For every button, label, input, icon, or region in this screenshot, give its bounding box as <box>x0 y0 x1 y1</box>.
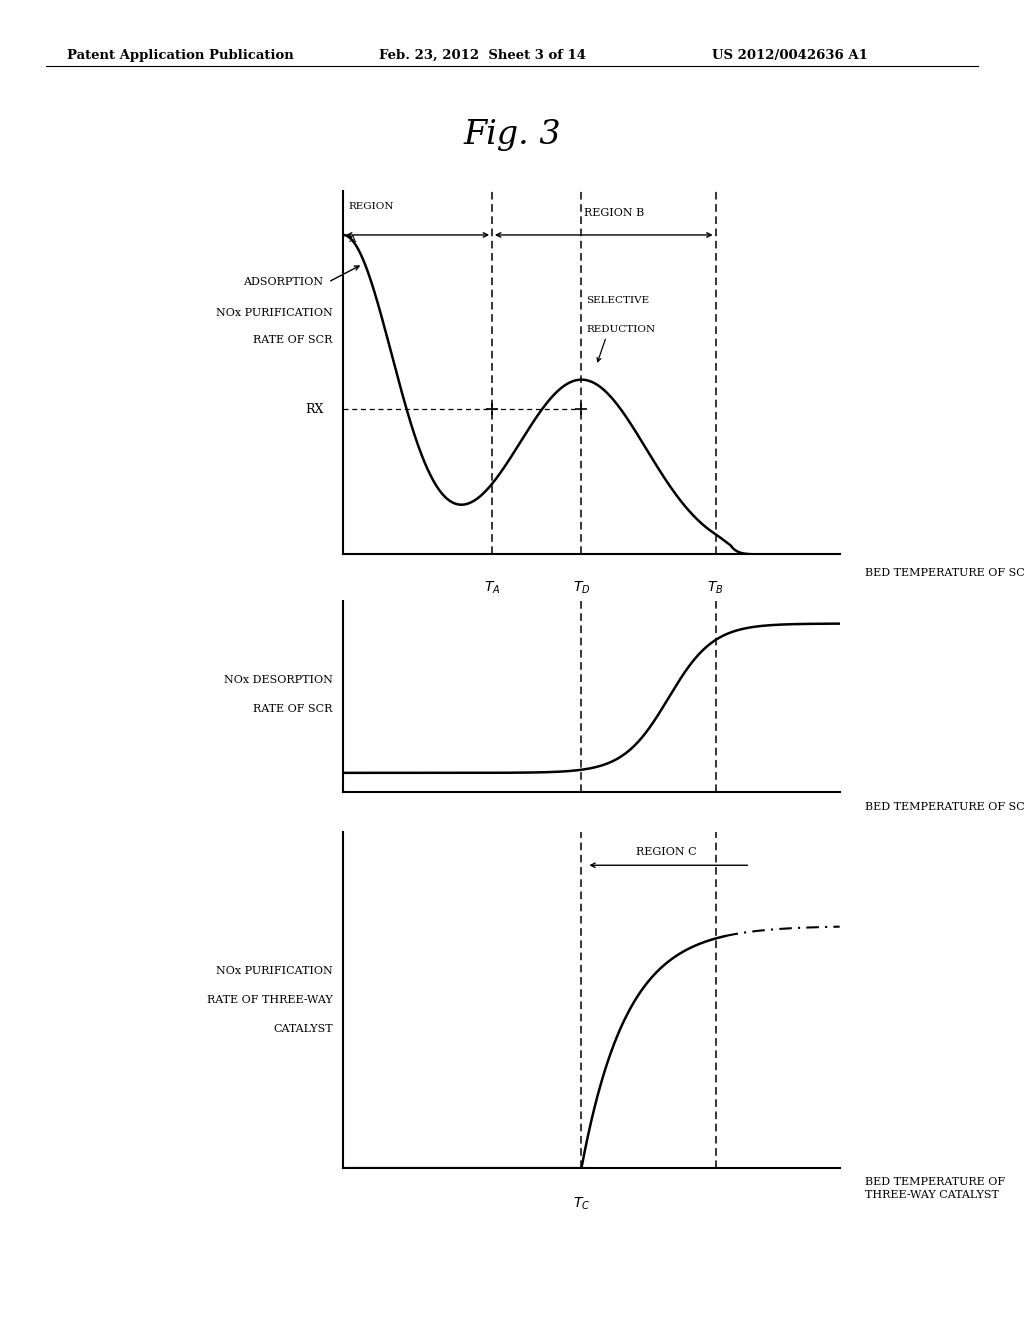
Text: RATE OF THREE-WAY: RATE OF THREE-WAY <box>207 995 333 1005</box>
Text: REGION C: REGION C <box>636 847 696 857</box>
Text: REGION: REGION <box>348 202 393 211</box>
Text: CATALYST: CATALYST <box>273 1024 333 1034</box>
Text: $T_D$: $T_D$ <box>572 579 590 597</box>
Text: REGION B: REGION B <box>584 209 644 218</box>
Text: BED TEMPERATURE OF
THREE-WAY CATALYST: BED TEMPERATURE OF THREE-WAY CATALYST <box>864 1177 1005 1200</box>
Text: RX: RX <box>305 403 324 416</box>
Text: SELECTIVE: SELECTIVE <box>587 296 649 305</box>
Text: NOx DESORPTION: NOx DESORPTION <box>224 676 333 685</box>
Text: RATE OF SCR: RATE OF SCR <box>253 705 333 714</box>
Text: NOx PURIFICATION: NOx PURIFICATION <box>216 966 333 975</box>
Text: A: A <box>348 235 355 244</box>
Text: Patent Application Publication: Patent Application Publication <box>67 49 293 62</box>
Text: BED TEMPERATURE OF SCR: BED TEMPERATURE OF SCR <box>864 568 1024 578</box>
Text: $T_A$: $T_A$ <box>483 579 501 597</box>
Text: BED TEMPERATURE OF SCR: BED TEMPERATURE OF SCR <box>864 803 1024 812</box>
Text: Feb. 23, 2012  Sheet 3 of 14: Feb. 23, 2012 Sheet 3 of 14 <box>379 49 586 62</box>
Text: ADSORPTION: ADSORPTION <box>243 277 324 288</box>
Text: $T_B$: $T_B$ <box>708 579 724 597</box>
Text: US 2012/0042636 A1: US 2012/0042636 A1 <box>712 49 867 62</box>
Text: NOx PURIFICATION: NOx PURIFICATION <box>216 309 333 318</box>
Text: $T_C$: $T_C$ <box>572 1195 590 1212</box>
Text: RATE OF SCR: RATE OF SCR <box>253 335 333 345</box>
Text: Fig. 3: Fig. 3 <box>463 119 561 150</box>
Text: REDUCTION: REDUCTION <box>587 325 655 334</box>
